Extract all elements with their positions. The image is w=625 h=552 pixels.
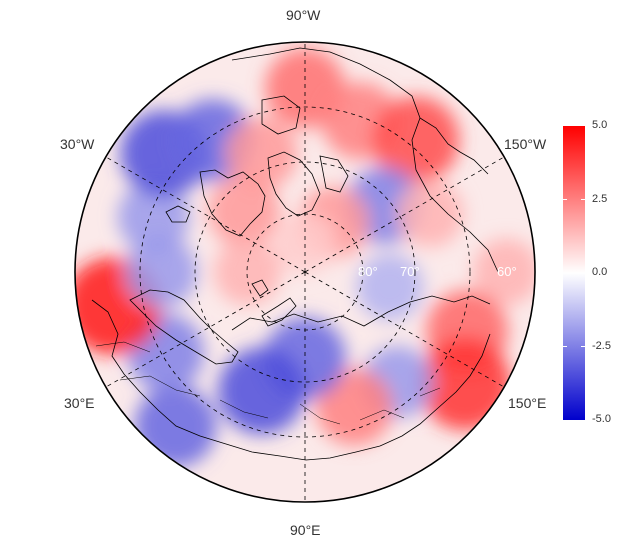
- meridian-30w: [105, 156, 306, 273]
- lon-label-90e: 90°E: [290, 522, 321, 538]
- lon-label-150e: 150°E: [508, 395, 547, 411]
- anomaly-patch-24: [274, 212, 336, 275]
- colorbar-tick-0: 0.0: [592, 266, 608, 278]
- lon-label-90w: 90°W: [286, 7, 321, 23]
- scandinavia-coastline: [129, 289, 239, 365]
- anomaly-patch-9: [315, 368, 393, 446]
- meridian-150w: [304, 156, 505, 273]
- latitude-circle-60: [139, 106, 471, 438]
- anomaly-patch-19: [225, 117, 298, 190]
- meridian-150e: [304, 271, 505, 388]
- latitude-circle-70: [194, 161, 416, 383]
- lon-label-150w: 150°W: [504, 136, 547, 152]
- canadian-archipelago-coastline: [267, 151, 349, 217]
- europe-coastline: [91, 299, 307, 461]
- lat-label-70: 70°: [400, 264, 420, 279]
- novaya-zemlya-coastline: [261, 297, 297, 327]
- lon-label-30w: 30°W: [60, 136, 95, 152]
- alaska-coastline: [419, 117, 489, 175]
- anomaly-patch-5: [472, 238, 535, 306]
- anomaly-patch-20: [208, 175, 280, 247]
- colorbar: [563, 126, 585, 420]
- anomaly-patch-12: [134, 385, 217, 468]
- colorbar-tick-max: 5.0: [592, 119, 608, 131]
- latitude-labels: 80° 70° 60°: [358, 264, 517, 279]
- anomaly-patch-15: [125, 236, 198, 308]
- svalbard-coastline: [251, 279, 269, 297]
- colorbar-tick-2-5: 2.5: [592, 193, 608, 205]
- graticule: [105, 42, 505, 502]
- hudson-bay-coastline: [261, 95, 301, 135]
- siberia-coastline: [231, 295, 491, 331]
- lat-label-80: 80°: [358, 264, 378, 279]
- anomaly-patch-2: [372, 96, 460, 184]
- colorbar-gradient: [563, 126, 585, 420]
- meridian-30e: [105, 271, 306, 388]
- colorbar-tick-neg-2-5: -2.5: [592, 340, 611, 352]
- anomaly-patch-11: [218, 347, 306, 435]
- anomaly-patch-7: [419, 338, 512, 431]
- map-border: [74, 41, 536, 503]
- greenland-coastline: [199, 169, 266, 237]
- anomaly-patch-16: [117, 180, 190, 253]
- iceland-coastline: [165, 205, 191, 223]
- anomaly-patch-23: [214, 238, 281, 306]
- lon-label-30e: 30°E: [64, 395, 95, 411]
- anomaly-patch-4: [396, 180, 464, 248]
- lat-label-60: 60°: [497, 264, 517, 279]
- colorbar-tick-min: -5.0: [592, 413, 611, 425]
- interior-borders: [95, 341, 441, 425]
